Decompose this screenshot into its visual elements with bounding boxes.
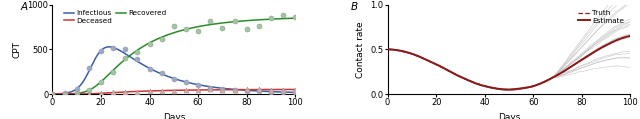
Point <box>254 90 264 92</box>
Point <box>254 88 264 90</box>
Point <box>205 20 216 22</box>
Point <box>47 93 58 95</box>
Point <box>47 93 58 95</box>
Line: Estimate: Estimate <box>388 36 630 90</box>
X-axis label: Days: Days <box>163 113 185 119</box>
Point <box>145 68 155 70</box>
Line: Truth: Truth <box>388 36 630 89</box>
Point <box>193 30 204 32</box>
Truth <box>621 37 629 38</box>
Point <box>145 43 155 45</box>
Point <box>218 27 228 29</box>
Y-axis label: Contact rate: Contact rate <box>356 21 365 78</box>
Point <box>205 87 216 89</box>
Point <box>169 90 179 92</box>
Truth <box>505 89 513 90</box>
Estimate <box>384 49 392 50</box>
Point <box>242 28 252 30</box>
Point <box>266 91 276 93</box>
Point <box>290 16 300 18</box>
Estimate <box>504 89 512 90</box>
Point <box>266 17 276 19</box>
Point <box>157 90 167 92</box>
Point <box>120 57 131 59</box>
Estimate <box>627 35 634 37</box>
Estimate <box>529 86 536 87</box>
Text: A: A <box>21 2 28 12</box>
Point <box>230 89 240 91</box>
Truth <box>627 35 634 37</box>
Point <box>72 93 82 95</box>
Point <box>278 91 288 93</box>
Estimate <box>583 56 591 57</box>
Point <box>96 81 106 83</box>
Point <box>242 89 252 90</box>
Point <box>181 28 191 30</box>
Truth <box>583 56 591 57</box>
Point <box>230 89 240 91</box>
Point <box>132 91 143 93</box>
Point <box>290 89 300 91</box>
Point <box>84 93 94 95</box>
Y-axis label: CPT: CPT <box>13 41 22 58</box>
X-axis label: Days: Days <box>498 113 520 119</box>
Estimate <box>499 89 507 90</box>
Point <box>72 88 82 89</box>
Truth <box>529 86 536 87</box>
Point <box>181 82 191 83</box>
Point <box>254 25 264 27</box>
Point <box>120 91 131 93</box>
Truth <box>500 89 508 90</box>
Point <box>242 90 252 92</box>
Point <box>132 59 143 60</box>
Point <box>193 89 204 91</box>
Point <box>193 84 204 85</box>
Point <box>278 14 288 16</box>
Point <box>218 89 228 91</box>
Point <box>60 93 70 95</box>
Point <box>157 72 167 74</box>
Legend: Infectious, Deceased, Recovered: Infectious, Deceased, Recovered <box>61 7 169 26</box>
Point <box>108 71 118 73</box>
Point <box>145 90 155 92</box>
Point <box>132 51 143 53</box>
Point <box>84 89 94 91</box>
Point <box>47 93 58 95</box>
Point <box>96 92 106 94</box>
Point <box>290 91 300 93</box>
Point <box>108 47 118 49</box>
Point <box>169 78 179 80</box>
Text: B: B <box>351 2 358 12</box>
Point <box>218 88 228 90</box>
Estimate <box>621 36 629 38</box>
Legend: Truth, Estimate: Truth, Estimate <box>575 7 627 26</box>
Point <box>205 89 216 90</box>
Point <box>60 92 70 94</box>
Point <box>120 48 131 50</box>
Point <box>84 67 94 69</box>
Truth <box>516 88 524 90</box>
Point <box>96 50 106 52</box>
Truth <box>384 49 392 50</box>
Point <box>157 38 167 40</box>
Truth <box>499 89 507 90</box>
Estimate <box>516 88 524 89</box>
Point <box>60 93 70 95</box>
Estimate <box>500 89 508 90</box>
Point <box>108 92 118 93</box>
Point <box>72 92 82 94</box>
Point <box>278 89 288 91</box>
Point <box>230 20 240 22</box>
Point <box>181 89 191 91</box>
Point <box>266 89 276 91</box>
Point <box>169 25 179 27</box>
